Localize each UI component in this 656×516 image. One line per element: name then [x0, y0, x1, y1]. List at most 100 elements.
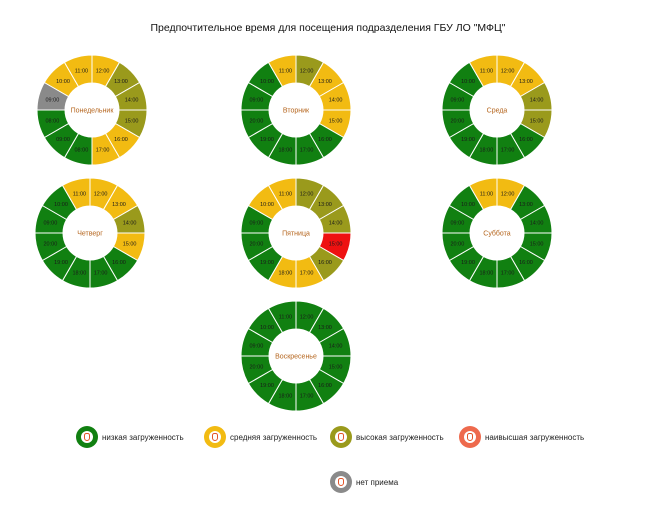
segment-time-label: 19:00 — [54, 260, 68, 266]
segment-time-label: 19:00 — [461, 137, 475, 143]
segment-time-label: 17:00 — [96, 148, 110, 154]
segment-time-label: 11:00 — [279, 314, 292, 320]
segment-time-label: 11:00 — [279, 68, 292, 74]
donut-segment — [267, 300, 297, 334]
day-label: Четверг — [77, 231, 103, 238]
segment-time-label: 13:00 — [114, 79, 128, 85]
legend-swatch-closed-icon — [330, 471, 352, 493]
segment-time-label: 12:00 — [300, 191, 314, 197]
segment-time-label: 14:00 — [329, 220, 343, 226]
donut-7: 12:00 13:00 14:00 15:00 16:00 17:00 18:00 19:00… — [240, 300, 352, 412]
segment-time-label: 09:00 — [44, 220, 58, 226]
segment-time-label: 10:00 — [461, 79, 475, 85]
segment-time-label: 13:00 — [519, 79, 533, 85]
segment-time-label: 08:00 — [46, 119, 60, 125]
segment-time-label: 13:00 — [519, 202, 533, 208]
segment-time-label: 10:00 — [260, 79, 274, 85]
segment-time-label: 10:00 — [260, 202, 274, 208]
day-label: Пятница — [282, 231, 310, 238]
legend-label-low: низкая загруженность — [102, 432, 184, 442]
segment-time-label: 17:00 — [94, 271, 108, 277]
segment-time-label: 17:00 — [300, 271, 314, 277]
segment-time-label: 15:00 — [125, 119, 139, 125]
donut-segment — [267, 177, 297, 211]
segment-time-label: 12:00 — [300, 314, 314, 320]
segment-time-label: 19:00 — [260, 383, 274, 389]
donut-5: 12:00 13:00 14:00 15:00 16:00 17:00 18:00 19:00… — [240, 177, 352, 289]
segment-time-label: 16:00 — [519, 137, 533, 143]
day-label: Понедельник — [71, 108, 115, 115]
segment-time-label: 13:00 — [318, 325, 332, 331]
segment-time-label: 17:00 — [501, 148, 515, 154]
legend-item-highest: наивысшая загруженность — [459, 426, 584, 448]
segment-time-label: 18:00 — [279, 148, 293, 154]
segment-time-label: 15:00 — [329, 119, 343, 125]
donut-2: 12:00 13:00 14:00 15:00 16:00 17:00 18:00 19:00… — [240, 54, 352, 166]
legend-label-closed: нет приема — [356, 477, 399, 487]
segment-time-label: 15:00 — [123, 242, 137, 248]
segment-time-label: 09:00 — [250, 343, 264, 349]
segment-time-label: 18:00 — [480, 148, 494, 154]
segment-time-label: 17:00 — [300, 394, 314, 400]
donut-segment — [267, 54, 297, 88]
segment-time-label: 19:00 — [260, 137, 274, 143]
legend-swatch-highest-icon — [459, 426, 481, 448]
segment-time-label: 18:00 — [279, 271, 293, 277]
legend-swatch-low-icon — [76, 426, 98, 448]
donut-segment — [63, 54, 93, 88]
donut-6: 12:00 13:00 14:00 15:00 16:00 17:00 18:00 19:00… — [441, 177, 553, 289]
segment-time-label: 09:00 — [451, 220, 465, 226]
segment-time-label: 15:00 — [530, 119, 544, 125]
segment-time-label: 14:00 — [123, 220, 137, 226]
segment-time-label: 09:00 — [250, 220, 264, 226]
legend-label-medium: средняя загруженность — [230, 432, 318, 442]
segment-time-label: 20:00 — [250, 365, 264, 371]
chart-title: Предпочтительное время для посещения под… — [150, 22, 506, 34]
segment-time-label: 11:00 — [279, 191, 292, 197]
segment-time-label: 18:00 — [480, 271, 494, 277]
legend-item-high: высокая загруженность — [330, 426, 444, 448]
segment-time-label: 18:00 — [73, 271, 87, 277]
segment-time-label: 20:00 — [451, 242, 465, 248]
segment-time-label: 16:00 — [112, 260, 126, 266]
segment-time-label: 17:00 — [300, 148, 314, 154]
segment-time-label: 10:00 — [461, 202, 475, 208]
segment-time-label: 14:00 — [530, 97, 544, 103]
donut-segment — [61, 177, 91, 211]
segment-time-label: 12:00 — [96, 68, 110, 74]
legend-swatch-medium-icon — [204, 426, 226, 448]
segment-time-label: 10:00 — [56, 79, 70, 85]
donut-segment — [468, 54, 498, 88]
segment-time-label: 18:00 — [279, 394, 293, 400]
segment-time-label: 13:00 — [318, 79, 332, 85]
segment-time-label: 14:00 — [329, 343, 343, 349]
legend-item-low: низкая загруженность — [76, 426, 184, 448]
segment-time-label: 19:00 — [461, 260, 475, 266]
segment-time-label: 14:00 — [329, 97, 343, 103]
segment-time-label: 11:00 — [480, 68, 493, 74]
segment-time-label: 12:00 — [501, 68, 515, 74]
segment-time-label: 17:00 — [501, 271, 515, 277]
segment-time-label: 20:00 — [44, 242, 58, 248]
segment-time-label: 15:00 — [530, 242, 544, 248]
legend-label-highest: наивысшая загруженность — [485, 432, 585, 442]
segment-time-label: 12:00 — [501, 191, 515, 197]
segment-time-label: 09:00 — [46, 97, 60, 103]
segment-time-label: 12:00 — [94, 191, 108, 197]
segment-time-label: 09:00 — [451, 97, 465, 103]
segment-time-label: 11:00 — [480, 191, 493, 197]
segment-time-label: 16:00 — [318, 383, 332, 389]
donut-segment — [468, 177, 498, 211]
day-label: Среда — [487, 108, 508, 115]
donut-1: 12:00 13:00 14:00 15:00 16:00 17:00 08:00 09:00… — [36, 54, 148, 166]
segment-time-label: 10:00 — [54, 202, 68, 208]
segment-time-label: 09:00 — [56, 137, 70, 143]
legend-swatch-high-icon — [330, 426, 352, 448]
day-label: Вторник — [283, 108, 310, 115]
segment-time-label: 11:00 — [73, 191, 86, 197]
segment-time-label: 19:00 — [260, 260, 274, 266]
legend-label-high: высокая загруженность — [356, 432, 444, 442]
segment-time-label: 10:00 — [260, 325, 274, 331]
segment-time-label: 20:00 — [250, 242, 264, 248]
